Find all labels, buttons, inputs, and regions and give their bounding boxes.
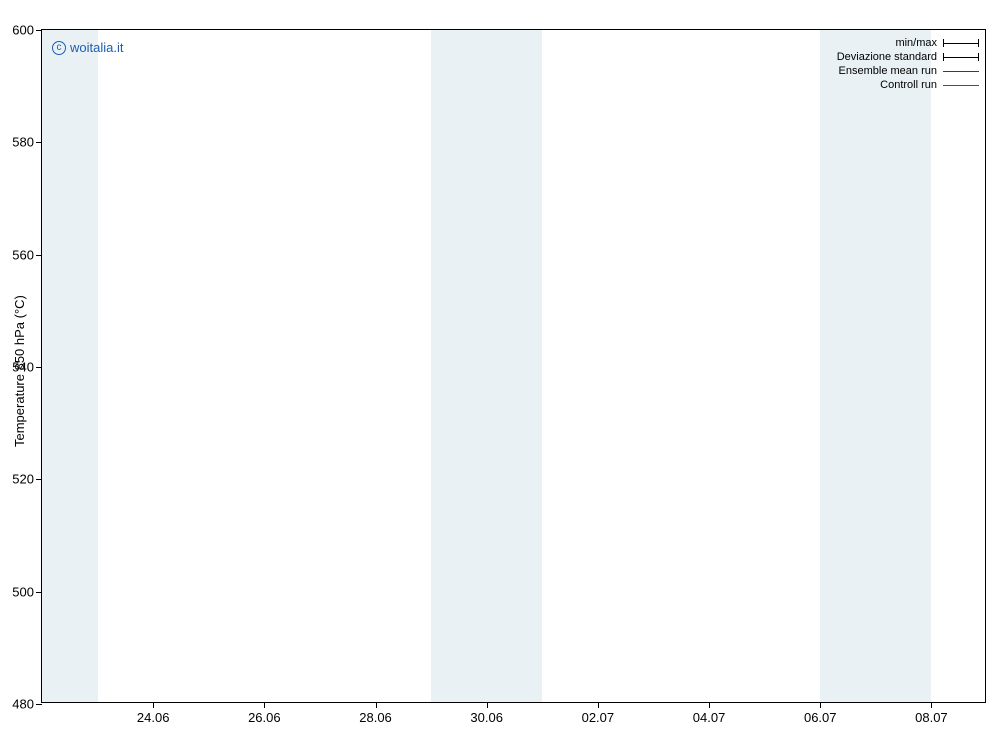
legend-swatch bbox=[943, 66, 979, 76]
watermark: c woitalia.it bbox=[52, 40, 123, 55]
legend-label: min/max bbox=[895, 36, 937, 50]
legend-item: Ensemble mean run bbox=[837, 64, 979, 78]
y-tick-mark bbox=[36, 704, 42, 705]
y-tick-mark bbox=[36, 255, 42, 256]
legend-item: Controll run bbox=[837, 78, 979, 92]
plot-area: c woitalia.it min/maxDeviazione standard… bbox=[41, 29, 986, 703]
plot-background bbox=[42, 30, 985, 702]
x-tick-mark bbox=[931, 702, 932, 708]
y-tick-mark bbox=[36, 142, 42, 143]
x-tick-mark bbox=[709, 702, 710, 708]
weekend-shade bbox=[431, 30, 542, 702]
x-tick-mark bbox=[598, 702, 599, 708]
x-tick-mark bbox=[264, 702, 265, 708]
y-tick-mark bbox=[36, 367, 42, 368]
y-tick-mark bbox=[36, 479, 42, 480]
x-tick-mark bbox=[487, 702, 488, 708]
legend-label: Controll run bbox=[880, 78, 937, 92]
x-tick-mark bbox=[153, 702, 154, 708]
weekend-shade bbox=[42, 30, 98, 702]
x-tick-mark bbox=[376, 702, 377, 708]
weekend-shade bbox=[820, 30, 931, 702]
legend-label: Deviazione standard bbox=[837, 50, 937, 64]
x-tick-mark bbox=[820, 702, 821, 708]
legend: min/maxDeviazione standardEnsemble mean … bbox=[837, 36, 979, 92]
legend-item: Deviazione standard bbox=[837, 50, 979, 64]
legend-swatch bbox=[943, 80, 979, 90]
y-tick-mark bbox=[36, 30, 42, 31]
chart-container: CMC-ENS Time Series Berna-Belp sab. 22.0… bbox=[0, 0, 1000, 733]
legend-swatch bbox=[943, 52, 979, 62]
copyright-icon: c bbox=[52, 41, 66, 55]
y-tick-mark bbox=[36, 592, 42, 593]
watermark-text: woitalia.it bbox=[70, 40, 123, 55]
legend-item: min/max bbox=[837, 36, 979, 50]
legend-swatch bbox=[943, 38, 979, 48]
legend-label: Ensemble mean run bbox=[839, 64, 937, 78]
